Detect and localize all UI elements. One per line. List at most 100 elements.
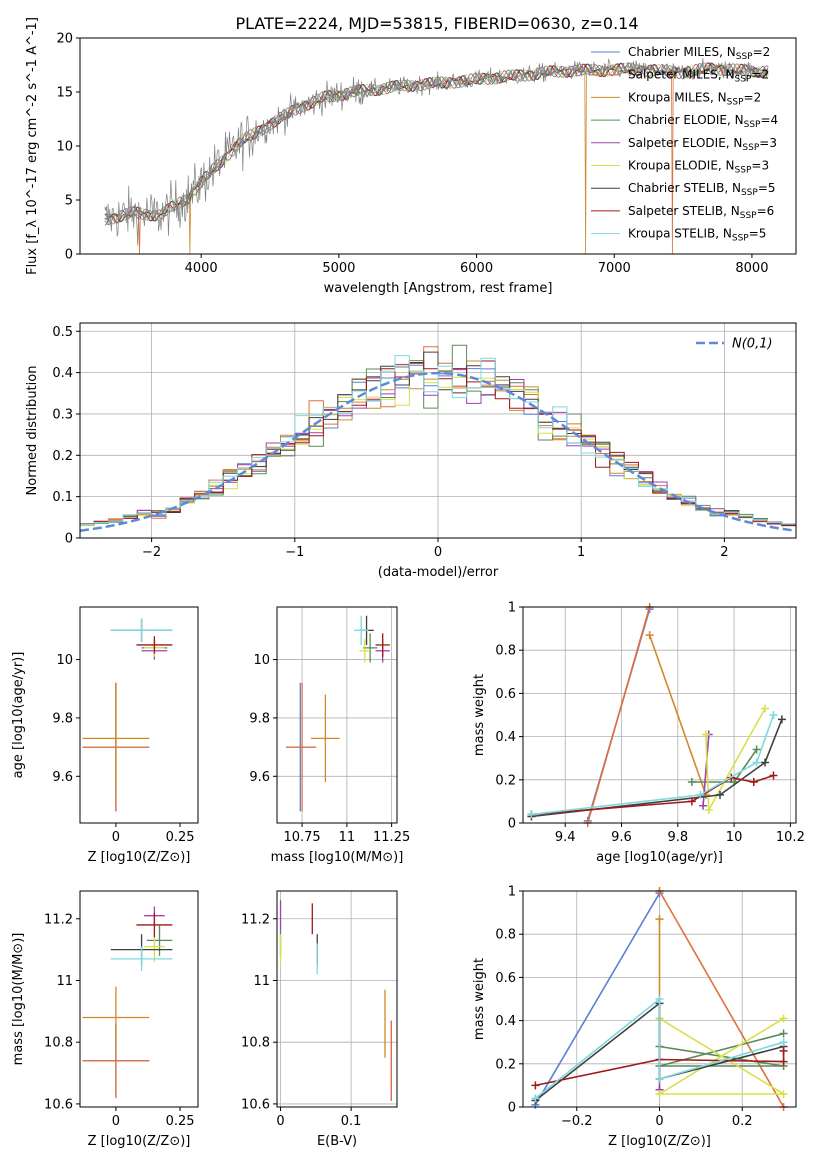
y-tick-label: 0 — [65, 532, 73, 547]
mass-weight-marker — [769, 771, 778, 780]
errorbar — [375, 633, 390, 657]
legend-subscript: SSP — [736, 52, 753, 62]
x-tick-label: 0 — [276, 1114, 284, 1129]
mass-weight-marker — [531, 1081, 540, 1090]
x-tick-label: −1 — [285, 545, 304, 560]
normal-curve — [79, 371, 797, 533]
y-tick-label: 10 — [56, 140, 73, 155]
mass-weight-marker — [701, 730, 710, 739]
x-tick-label: −0.2 — [561, 1114, 593, 1129]
errorbar — [110, 946, 173, 972]
mass-weight-marker — [779, 1038, 788, 1047]
legend-count: =5 — [758, 181, 776, 195]
panel-age-vs-Z: 0 0.25 9.6 9.8 10 Z [log10(Z/Z⊙)] age [log10(a… — [11, 606, 199, 865]
panel-massweight-vs-age: 9.4 9.6 9.8 10 10.2 0 0.2 0.4 0.6 0.8 1 age [log10(… — [472, 601, 805, 866]
y-tick-label: 15 — [56, 86, 73, 101]
errorbar — [311, 694, 340, 783]
errorbar — [82, 685, 150, 791]
legend-subscript: SSP — [742, 143, 759, 153]
y-tick-label: 0.4 — [495, 1014, 516, 1029]
legend-subscript: SSP — [727, 97, 744, 107]
mass-weight-marker — [752, 758, 761, 767]
legend-label: Kroupa STELIB, NSSP=5 — [628, 227, 766, 244]
x-tick-label: 11.25 — [373, 830, 410, 845]
x-axis-label: (data-model)/error — [378, 565, 499, 580]
mass-weight-marker — [761, 758, 770, 767]
y-tick-label: 1 — [508, 601, 516, 616]
data-layer — [279, 900, 393, 1101]
y-tick-label: 0.6 — [495, 687, 516, 702]
mass-weight-marker — [752, 745, 761, 754]
x-axis-label: age [log10(age/yr)] — [596, 850, 723, 865]
y-tick-label: 10 — [56, 653, 73, 668]
legend-count: =2 — [751, 68, 769, 82]
y-tick-label: 0.2 — [52, 449, 73, 464]
legend-subscript: SSP — [740, 211, 757, 221]
mass-weight-marker — [779, 1057, 788, 1066]
data-layer — [82, 906, 173, 1098]
data-layer — [104, 57, 769, 254]
legend-subscript: SSP — [741, 188, 758, 198]
legend: Chabrier MILES, NSSP=2 Salpeter MILES, NS… — [591, 45, 778, 244]
y-tick-label: 11 — [56, 974, 73, 989]
mass-weight-line — [656, 1017, 787, 1095]
mass-weight-marker — [655, 1090, 664, 1099]
mass-weight-marker — [761, 704, 770, 713]
y-tick-label: 0 — [65, 248, 73, 263]
x-tick-label: 4000 — [185, 261, 218, 276]
axes-frame — [276, 606, 398, 824]
mass-weight-marker — [527, 810, 536, 819]
x-tick-label: 8000 — [735, 261, 768, 276]
errorbar — [354, 615, 369, 645]
x-axis-label: Z [log10(Z/Z⊙)] — [608, 1134, 711, 1149]
x-tick-label: 10.2 — [776, 830, 805, 845]
y-tick-label: 0 — [508, 1101, 516, 1116]
axes-frame — [79, 890, 199, 1108]
legend-subscript: SSP — [744, 120, 761, 130]
x-tick-label: 6000 — [460, 261, 493, 276]
y-tick-label: 0.8 — [495, 644, 516, 659]
data-layer — [531, 887, 788, 1111]
mass-weight-marker — [749, 777, 758, 786]
y-tick-label: 0.3 — [52, 407, 73, 422]
errorbar — [136, 912, 173, 938]
errorbar — [146, 924, 173, 956]
plot-area — [80, 607, 198, 823]
mass-weight-line — [531, 719, 783, 818]
plot-area — [80, 891, 198, 1107]
mass-weight-marker — [696, 790, 705, 799]
legend-label: Salpeter STELIB, NSSP=6 — [628, 204, 774, 221]
x-axis-label: E(B-V) — [317, 1134, 357, 1149]
data-layer — [285, 615, 390, 812]
panel-mass-vs-Z: 0 0.25 10.6 10.8 11 11.2 Z [log10(Z/Z⊙)] mass [… — [11, 890, 199, 1149]
legend-subscript: SSP — [732, 234, 749, 244]
y-tick-label: 0.4 — [52, 366, 73, 381]
x-tick-label: 10.75 — [283, 830, 320, 845]
mass-weight-marker — [769, 711, 778, 719]
data-layer — [527, 603, 786, 827]
legend-count: =2 — [753, 45, 771, 59]
legend-count: =6 — [757, 204, 775, 218]
y-tick-label: 0.5 — [52, 325, 73, 340]
data-layer — [82, 618, 173, 812]
y-tick-label: 9.6 — [52, 770, 73, 785]
y-tick-label: 11.2 — [241, 912, 270, 927]
y-tick-label: 0.2 — [495, 773, 516, 788]
errorbar — [359, 639, 371, 663]
axes-frame — [79, 606, 199, 824]
mass-weight-line — [534, 892, 661, 1106]
mass-weight-marker — [716, 790, 725, 799]
y-axis-label: mass weight — [472, 674, 487, 756]
y-tick-label: 11.2 — [44, 912, 73, 927]
mass-weight-marker — [779, 1090, 788, 1099]
plot-area — [277, 607, 397, 823]
x-tick-label: 0.25 — [166, 830, 195, 845]
x-axis-label: wavelength [Angstrom, rest frame] — [324, 281, 553, 296]
x-tick-label: 0 — [655, 1114, 663, 1129]
x-tick-label: 10 — [726, 830, 743, 845]
y-axis-label: age [log10(age/yr)] — [11, 652, 26, 779]
figure-title: PLATE=2224, MJD=53815, FIBERID=0630, z=0… — [235, 14, 638, 33]
x-tick-label: 7000 — [598, 261, 631, 276]
x-tick-label: 9.4 — [555, 830, 576, 845]
x-tick-label: 1 — [577, 545, 585, 560]
